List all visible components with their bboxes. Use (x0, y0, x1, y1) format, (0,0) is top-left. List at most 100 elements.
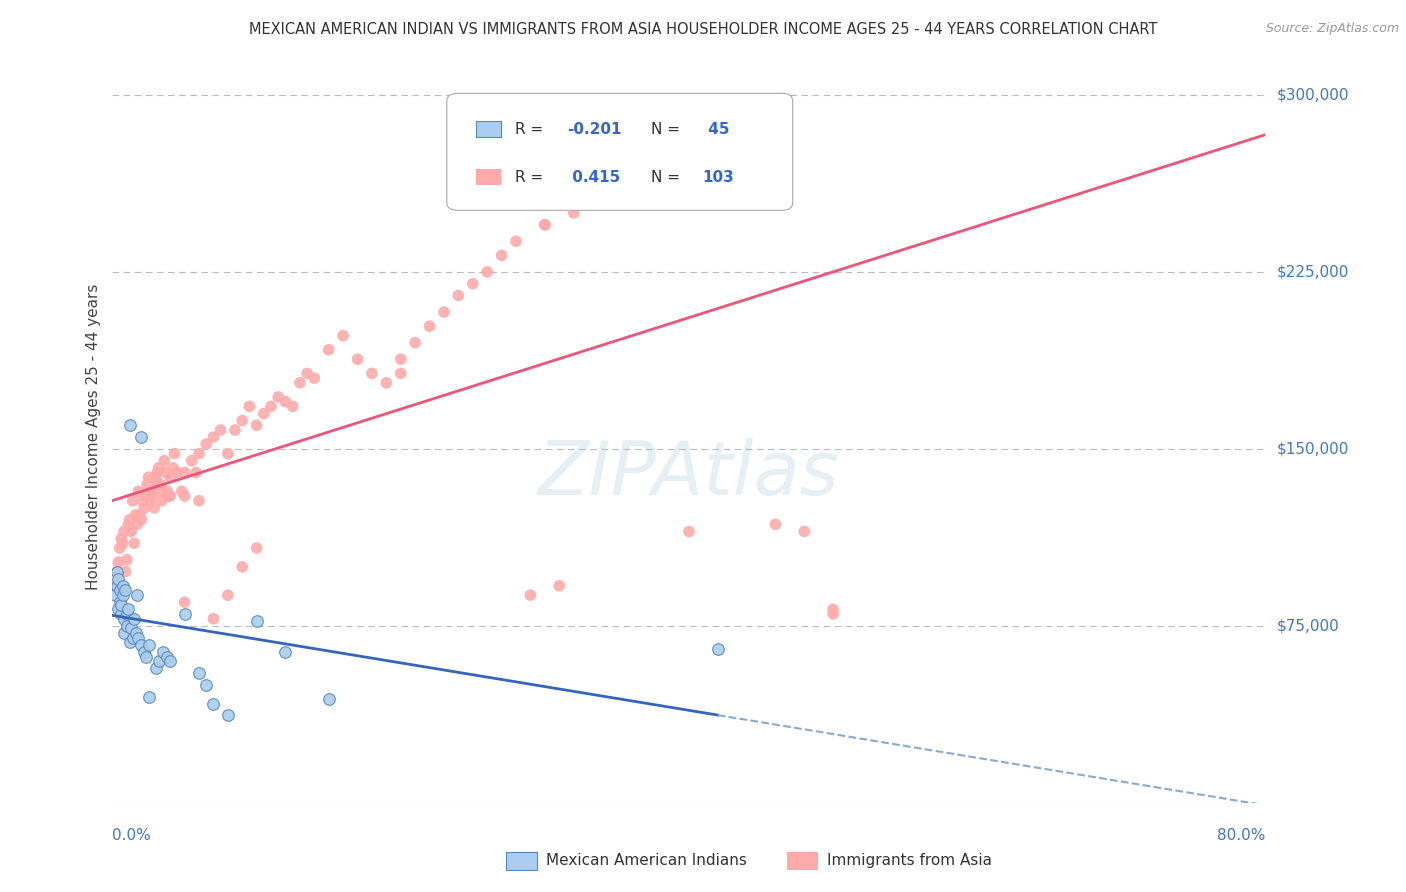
Point (706, 100, 728, 114)
Text: -0.201: -0.201 (567, 122, 621, 136)
Point (120, 524, 142, 539)
Point (104, 588, 127, 602)
Point (188, 666, 211, 681)
Point (105, 579, 128, 593)
Point (124, 508, 146, 522)
Point (217, 588, 239, 602)
Point (346, 352, 368, 367)
Point (138, 690, 160, 704)
Point (533, 218, 555, 232)
Point (145, 477, 167, 491)
Point (180, 453, 202, 467)
Point (461, 277, 484, 291)
Point (188, 447, 211, 461)
Point (620, 170, 643, 185)
Point (404, 335, 426, 350)
Y-axis label: Householder Income Ages 25 - 44 years: Householder Income Ages 25 - 44 years (86, 284, 101, 591)
Point (150, 493, 173, 508)
Point (224, 423, 246, 437)
Point (735, 194, 758, 208)
Point (114, 583, 136, 598)
Point (173, 466, 195, 480)
Point (648, 140, 672, 154)
Point (107, 555, 129, 569)
Point (678, 123, 700, 137)
Point (217, 447, 239, 461)
Point (274, 394, 297, 409)
Point (111, 579, 134, 593)
Point (245, 614, 267, 628)
Point (592, 187, 614, 202)
Point (533, 218, 555, 232)
Point (159, 489, 181, 503)
Point (108, 541, 131, 555)
Text: $225,000: $225,000 (1277, 264, 1348, 279)
Point (127, 484, 149, 499)
Text: N =: N = (651, 122, 685, 136)
Text: 103: 103 (703, 169, 734, 185)
Point (491, 248, 513, 262)
Point (121, 631, 143, 645)
Point (260, 400, 283, 414)
Point (134, 645, 156, 659)
Point (139, 493, 162, 508)
Point (145, 661, 167, 675)
Point (136, 477, 159, 491)
Point (419, 319, 441, 334)
FancyBboxPatch shape (447, 94, 793, 211)
Text: 80.0%: 80.0% (1218, 828, 1265, 843)
Point (162, 460, 184, 475)
Point (295, 367, 318, 381)
Point (124, 626, 146, 640)
Point (129, 430, 153, 444)
Point (281, 400, 304, 414)
Point (209, 423, 232, 437)
Point (765, 517, 787, 532)
Point (231, 559, 253, 574)
Point (360, 367, 382, 381)
Point (821, 602, 844, 616)
Point (104, 579, 127, 593)
Point (132, 493, 155, 508)
Point (267, 390, 290, 404)
Text: $150,000: $150,000 (1277, 442, 1348, 457)
Point (793, 524, 815, 539)
Text: 45: 45 (703, 122, 730, 136)
Point (332, 328, 354, 343)
Bar (475, 121, 501, 137)
Point (173, 489, 195, 503)
Point (195, 678, 218, 692)
Text: R =: R = (515, 122, 548, 136)
Point (173, 607, 195, 621)
Point (111, 588, 134, 602)
Point (159, 470, 181, 484)
Point (148, 460, 170, 475)
Point (115, 619, 138, 633)
Point (117, 602, 139, 616)
Point (121, 493, 143, 508)
Point (125, 588, 148, 602)
Point (122, 612, 145, 626)
Point (138, 470, 160, 484)
Point (107, 572, 129, 586)
Point (156, 484, 179, 499)
Point (173, 595, 195, 609)
Point (318, 692, 340, 706)
Point (114, 565, 136, 579)
Point (253, 407, 276, 421)
Point (245, 418, 267, 433)
Point (112, 612, 135, 626)
Text: R =: R = (515, 169, 548, 185)
Point (375, 376, 398, 390)
Point (231, 413, 253, 427)
Point (107, 602, 129, 616)
Point (245, 541, 267, 555)
Text: 0.0%: 0.0% (112, 828, 152, 843)
Point (138, 638, 160, 652)
Point (170, 484, 193, 499)
Point (111, 536, 134, 550)
Point (389, 367, 412, 381)
Point (148, 654, 170, 668)
Point (447, 288, 470, 302)
Point (562, 206, 585, 220)
